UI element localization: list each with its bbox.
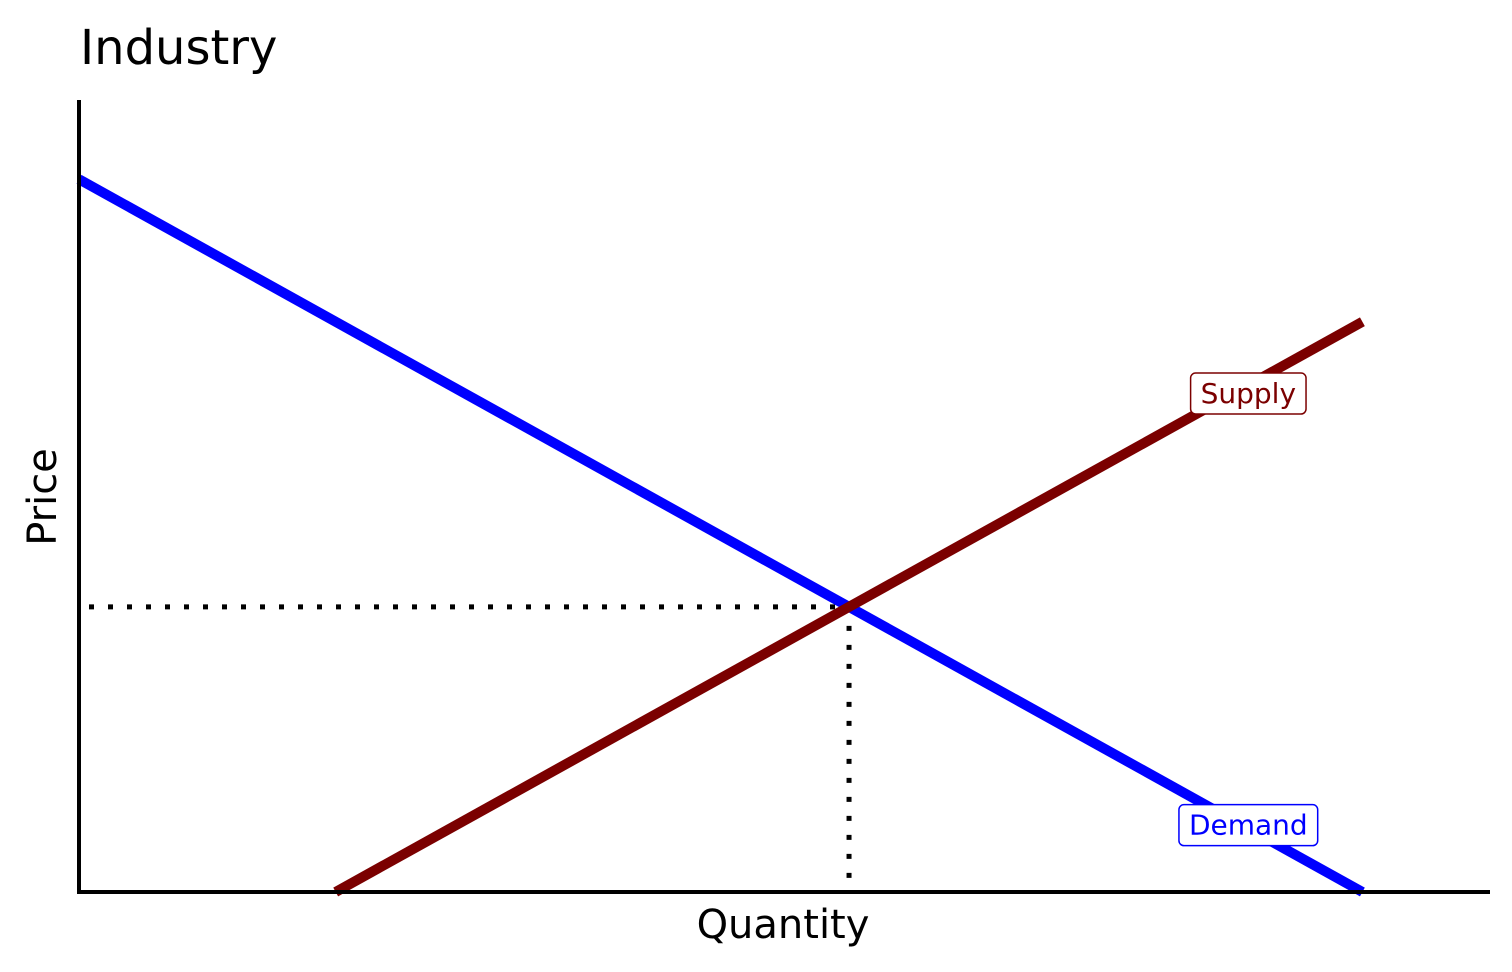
- demand-label-text: Demand: [1189, 809, 1308, 842]
- plot-area: Supply Demand: [76, 174, 1365, 897]
- demand-label: Demand: [1178, 803, 1319, 847]
- chart-title: Industry: [80, 20, 277, 76]
- supply-curve: [333, 317, 1365, 897]
- supply-label: Supply: [1189, 372, 1307, 415]
- supply-label-text: Supply: [1201, 377, 1296, 410]
- supply-label-box: [1189, 372, 1307, 415]
- demand-label-box: [1178, 803, 1319, 847]
- demand-curve: [76, 174, 1365, 897]
- y-axis-label: Price: [20, 448, 66, 546]
- x-axis-label: Quantity: [697, 902, 870, 948]
